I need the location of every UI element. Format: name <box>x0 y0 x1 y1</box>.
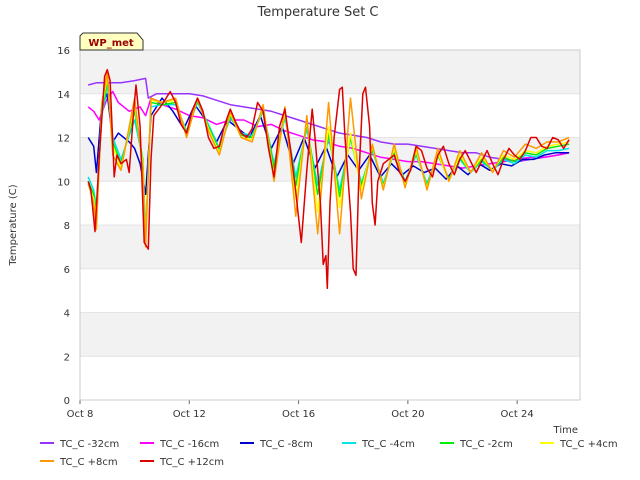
x-tick-label: Oct 16 <box>282 409 315 420</box>
y-tick-label: 6 <box>64 265 70 276</box>
legend-label: TC_C -32cm <box>59 439 119 450</box>
y-tick-label: 0 <box>64 396 70 407</box>
y-tick-label: 12 <box>57 134 70 145</box>
legend-label: TC_C +12cm <box>159 457 224 468</box>
grid-band <box>80 312 580 357</box>
y-tick-label: 10 <box>57 177 70 188</box>
legend-label: TC_C -8cm <box>259 439 313 450</box>
badge-label: WP_met <box>88 38 134 49</box>
wp-met-badge: WP_met <box>79 32 144 51</box>
legend-label: TC_C +4cm <box>559 439 618 450</box>
series-line-tc-c-12cm <box>87 68 570 290</box>
x-axis: Oct 8 Oct 12 Oct 16 Oct 20 Oct 24 <box>67 400 534 420</box>
plot-frame <box>79 49 581 401</box>
series-line-tc-c-8cm <box>87 71 570 248</box>
legend: TC_C -32cm TC_C -16cm TC_C -8cm TC_C -4cm TC… <box>40 439 618 468</box>
legend-label: TC_C +8cm <box>59 457 118 468</box>
y-tick-label: 14 <box>57 90 70 101</box>
legend-label: TC_C -4cm <box>361 439 415 450</box>
x-tick-label: Oct 24 <box>501 409 534 420</box>
y-tick-label: 2 <box>64 352 70 363</box>
grid-band <box>80 225 580 269</box>
y-tick-label: 16 <box>57 46 70 57</box>
legend-label: TC_C -2cm <box>459 439 513 450</box>
x-tick-label: Oct 12 <box>173 409 206 420</box>
chart-title: Temperature Set C <box>256 5 378 20</box>
y-tick-label: 8 <box>64 221 70 232</box>
x-tick-label: Oct 20 <box>391 409 424 420</box>
legend-label: TC_C -16cm <box>159 439 219 450</box>
x-tick-label: Oct 8 <box>67 409 94 420</box>
y-tick-label: 4 <box>64 309 70 320</box>
badge-shape <box>79 32 144 51</box>
x-axis-label: Time <box>553 425 578 436</box>
series-lines <box>87 68 570 290</box>
y-axis-label: Temperature (C) <box>8 184 19 266</box>
grid-band <box>80 50 580 94</box>
